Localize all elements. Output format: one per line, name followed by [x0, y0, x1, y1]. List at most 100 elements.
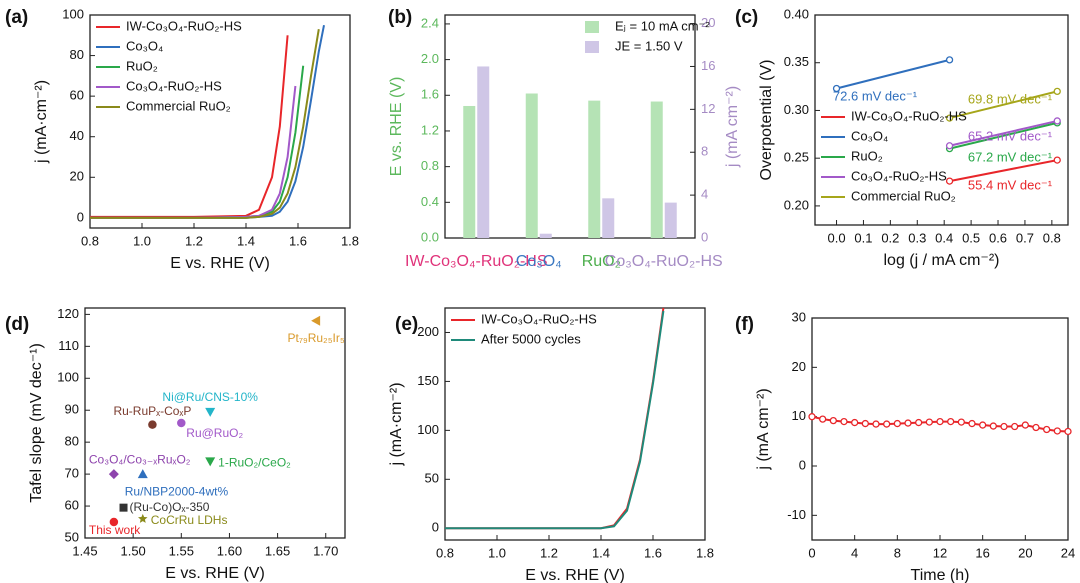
y2-tick-label: 8 [701, 144, 708, 159]
x-tick-label: 0.1 [854, 230, 872, 245]
panel-label: (b) [388, 7, 412, 28]
panel-label: (f) [735, 314, 754, 335]
annotation: 69.8 mV dec⁻¹ [968, 91, 1053, 106]
data-point [1053, 427, 1061, 435]
y-tick-label: 120 [57, 306, 79, 321]
point-label: (Ru-Co)Oₓ-350 [130, 500, 210, 514]
x-tick-label: 0 [808, 545, 815, 560]
x-tick-label: IW-Co₃O₄-RuO₂-HS [405, 253, 548, 270]
x-tick-label: 24 [1061, 545, 1075, 560]
y-tick-label: 1.2 [421, 122, 439, 137]
x-tick-label: 0.6 [989, 230, 1007, 245]
legend-label: After 5000 cycles [481, 331, 581, 346]
plot-frame [811, 317, 1069, 541]
data-point [945, 142, 954, 150]
legend-label: RuO₂ [126, 58, 158, 73]
data-point [861, 419, 869, 428]
plot-frame [814, 14, 1069, 226]
data-point [1000, 422, 1008, 431]
x-tick-label: 1.6 [289, 233, 307, 248]
data-point [945, 114, 954, 122]
y-tick-label: 0.20 [784, 197, 809, 212]
y2-tick-label: 20 [701, 15, 715, 30]
y-tick-label: 50 [425, 471, 439, 486]
data-point [1064, 427, 1072, 436]
x-tick-label: Co₃O₄ [516, 253, 562, 270]
x-axis-label: E vs. RHE (V) [525, 567, 625, 583]
data-point [808, 413, 816, 421]
legend-label: IW-Co₃O₄-RuO₂-HS [126, 18, 242, 33]
data-point [1053, 156, 1061, 164]
data-point [829, 416, 837, 425]
data-point [108, 469, 119, 480]
x-tick-label: 16 [975, 545, 989, 560]
legend-label: Co₃O₄ [126, 38, 163, 53]
y-axis-label: j (mA cm⁻²) [755, 388, 772, 470]
y-tick-label: 90 [65, 402, 79, 417]
y-tick-label: 1.6 [421, 87, 439, 102]
plot-frame [89, 14, 351, 229]
point-label: Ni@Ru/CNS-10% [162, 390, 258, 404]
data-point [979, 421, 987, 429]
point-label: CoCrRu LDHs [151, 513, 228, 527]
y-tick-label: 200 [417, 324, 439, 339]
bar [588, 100, 601, 238]
y-tick-label: 0 [77, 209, 84, 224]
data-point [936, 417, 944, 426]
data-point [177, 418, 186, 428]
data-point [1043, 425, 1051, 434]
x-tick-label: 0.8 [81, 233, 99, 248]
y2-tick-label: 4 [701, 187, 708, 202]
data-point [851, 418, 859, 427]
x-tick-label: 1.65 [265, 543, 290, 558]
y-tick-label: 100 [417, 422, 439, 437]
y-axis-label: E vs. RHE (V) [388, 77, 405, 177]
y-tick-label: 60 [70, 88, 84, 103]
data-point [945, 177, 954, 185]
legend-label: Co₃O₄-RuO₂-HS [126, 78, 222, 93]
annotation: 67.2 mV dec⁻¹ [968, 149, 1053, 164]
x-tick-label: 0.8 [1043, 230, 1061, 245]
y2-tick-label: 0 [701, 229, 708, 244]
x-tick-label: 1.4 [592, 545, 610, 560]
y-tick-label: 10 [792, 408, 806, 423]
series-line [90, 35, 289, 218]
y-tick-label: 2.0 [421, 51, 439, 66]
y-tick-label: 150 [417, 373, 439, 388]
x-axis-label: E vs. RHE (V) [170, 255, 270, 272]
data-point [915, 418, 923, 427]
x-axis-label: log (j / mA cm⁻²) [883, 252, 999, 269]
legend-label: RuO₂ [851, 148, 883, 163]
legend-label: IW-Co₃O₄-RuO₂-HS [851, 108, 967, 123]
y-tick-label: 0.35 [784, 54, 809, 69]
annotation: 72.6 mV dec⁻¹ [833, 88, 918, 103]
y-tick-label: 20 [70, 169, 84, 184]
x-tick-label: 1.0 [133, 233, 151, 248]
data-point [819, 415, 827, 423]
data-point [945, 56, 954, 64]
y-tick-label: 40 [70, 128, 84, 143]
bar [602, 198, 615, 238]
point-label: Pt₇₉Ru₂₅Ir₅ [288, 331, 345, 345]
data-point [109, 517, 119, 527]
x-tick-label: 1.8 [341, 233, 359, 248]
data-point [832, 84, 841, 93]
y-axis-label: j (mA·cm⁻²) [33, 80, 50, 164]
data-point [137, 469, 148, 479]
y-tick-label: 50 [65, 529, 79, 544]
y-axis-label: j (mA·cm⁻²) [388, 382, 405, 466]
series-line [445, 310, 665, 530]
legend-label: Co₃O₄ [851, 128, 888, 143]
data-point [925, 418, 933, 426]
x-tick-label: 8 [894, 545, 901, 560]
y-tick-label: 0.30 [784, 102, 809, 117]
series-line [949, 159, 1058, 183]
data-point [1021, 421, 1029, 429]
x-tick-label: 0.5 [962, 230, 980, 245]
data-point [138, 513, 148, 523]
y-tick-label: 80 [65, 434, 79, 449]
x-tick-label: 1.4 [237, 233, 255, 248]
x-tick-label: 0.8 [436, 545, 454, 560]
series-line [949, 119, 1058, 147]
